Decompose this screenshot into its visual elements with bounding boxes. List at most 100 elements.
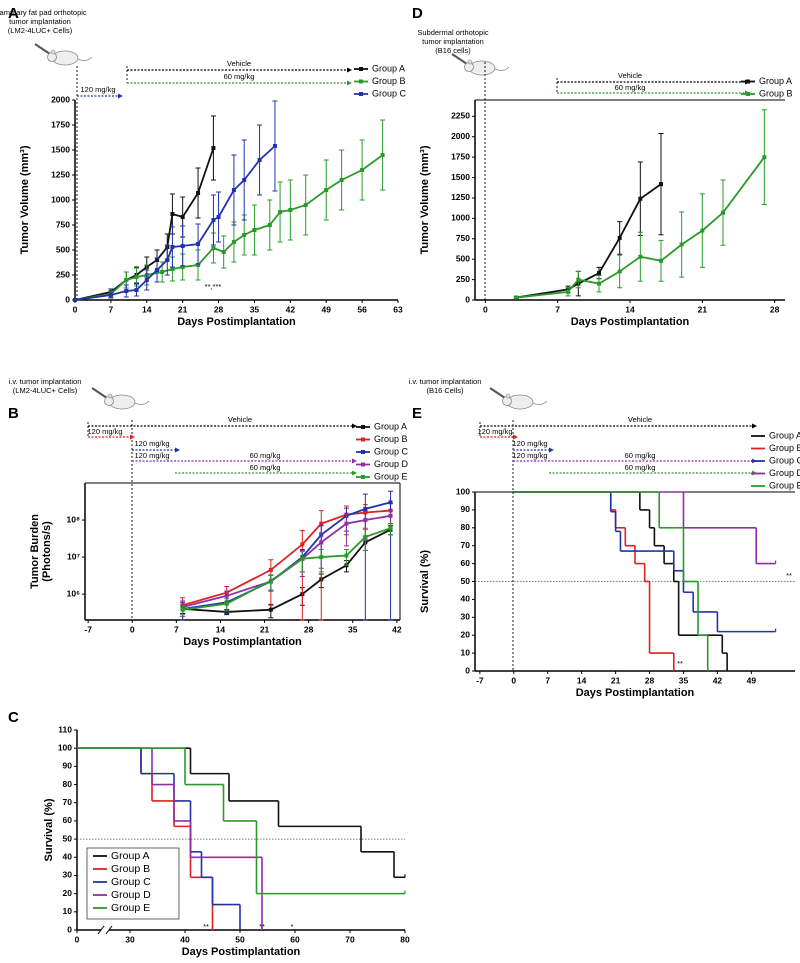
y-tick-label: 1000 (451, 213, 470, 223)
annotation: 120 mg/kg (87, 427, 122, 436)
annotation: 60 mg/kg (250, 463, 281, 472)
y-tick-label: 1500 (51, 144, 70, 154)
legend-marker (746, 79, 750, 84)
treatment-arrow (352, 458, 357, 464)
treatment-arrow (130, 434, 135, 440)
y-tick-label: 2000 (51, 94, 70, 104)
x-tick-label: 49 (747, 675, 757, 685)
annotation: Mammary fat pad orthotopic (0, 8, 87, 17)
legend-marker (359, 92, 363, 96)
legend-label: Group A (759, 76, 792, 86)
mouse-ear (505, 393, 511, 399)
treatment-arrow (352, 470, 357, 476)
annotation: tumor implantation (9, 17, 71, 26)
legend-label: Group C (769, 455, 800, 465)
legend-label: Group E (111, 902, 150, 914)
y-tick-label: 20 (63, 888, 73, 898)
marker (180, 215, 185, 219)
x-tick-label: 21 (611, 675, 621, 685)
marker (272, 144, 277, 148)
marker (267, 223, 272, 227)
marker (144, 278, 149, 282)
marker (278, 210, 283, 214)
mouse-ear (107, 393, 113, 399)
annotation: Subdermal orthotopic (417, 28, 489, 37)
legend-label: Group D (769, 468, 800, 478)
marker (224, 593, 229, 598)
marker (566, 289, 570, 294)
annotation: 60 mg/kg (625, 463, 656, 472)
annotation: ** (786, 571, 792, 580)
marker (388, 526, 393, 531)
y-tick-label: 70 (461, 540, 471, 550)
x-tick-label: 14 (216, 624, 226, 634)
error-bar (318, 549, 324, 573)
x-axis-title: Days Postimplantation (182, 946, 301, 958)
axis-break (105, 925, 113, 935)
y-tick-label: 0 (465, 294, 470, 304)
marker (679, 242, 684, 247)
annotation: 60 mg/kg (625, 451, 656, 460)
marker (303, 203, 308, 207)
y-tick-label: 100 (456, 486, 470, 496)
annotation: Vehicle (628, 415, 652, 424)
y-tick-label: 1250 (451, 192, 470, 202)
panel-letter: D (412, 5, 423, 22)
marker (224, 601, 229, 606)
legend-label: Group D (374, 459, 409, 469)
legend-label: Group A (374, 421, 407, 431)
x-tick-label: -7 (476, 675, 484, 685)
y-tick-label: 10⁶ (67, 588, 80, 598)
y-tick-label: 500 (456, 253, 470, 263)
marker (363, 506, 368, 511)
y-axis-title: Survival (%) (419, 550, 431, 613)
marker (211, 146, 216, 150)
series-line (182, 509, 391, 607)
marker (388, 500, 393, 505)
legend-label: Group C (372, 88, 407, 98)
treatment-arrow (549, 447, 554, 453)
marker (134, 288, 139, 292)
series-line (182, 514, 391, 608)
treatment-arrow (118, 93, 123, 99)
annotation: 60 mg/kg (250, 451, 281, 460)
x-tick-label: 80 (400, 934, 410, 944)
y-tick-label: 110 (58, 724, 72, 734)
x-tick-label: 35 (348, 624, 358, 634)
marker (300, 542, 305, 547)
mouse-tail (494, 66, 510, 71)
marker (268, 567, 273, 572)
y-tick-label: 10 (461, 647, 471, 657)
annotation: 120 mg/kg (512, 439, 547, 448)
marker (319, 555, 324, 560)
legend-marker (361, 425, 365, 429)
panel-letter: A (8, 5, 19, 22)
x-tick-label: 42 (713, 675, 723, 685)
marker (514, 295, 519, 300)
marker (300, 556, 305, 561)
mouse-tail (532, 400, 548, 405)
x-tick-label: 28 (304, 624, 314, 634)
marker (242, 178, 247, 182)
legend-label: Group B (769, 443, 800, 453)
marker (659, 182, 663, 187)
marker (576, 277, 581, 282)
annotation: ** (677, 659, 683, 668)
marker (638, 196, 643, 201)
x-tick-label: 40 (180, 934, 190, 944)
x-tick-label: 42 (392, 624, 402, 634)
panel-letter: C (8, 709, 19, 726)
marker (221, 250, 226, 254)
marker (155, 268, 160, 272)
marker (617, 235, 622, 240)
marker (180, 265, 185, 269)
y-tick-label: 30 (63, 870, 73, 880)
marker (252, 228, 257, 232)
marker (659, 258, 663, 263)
y-tick-label: 30 (461, 612, 471, 622)
marker (211, 246, 216, 250)
y-tick-label: 40 (461, 594, 471, 604)
x-tick-label: 21 (178, 304, 188, 314)
marker (124, 289, 129, 293)
